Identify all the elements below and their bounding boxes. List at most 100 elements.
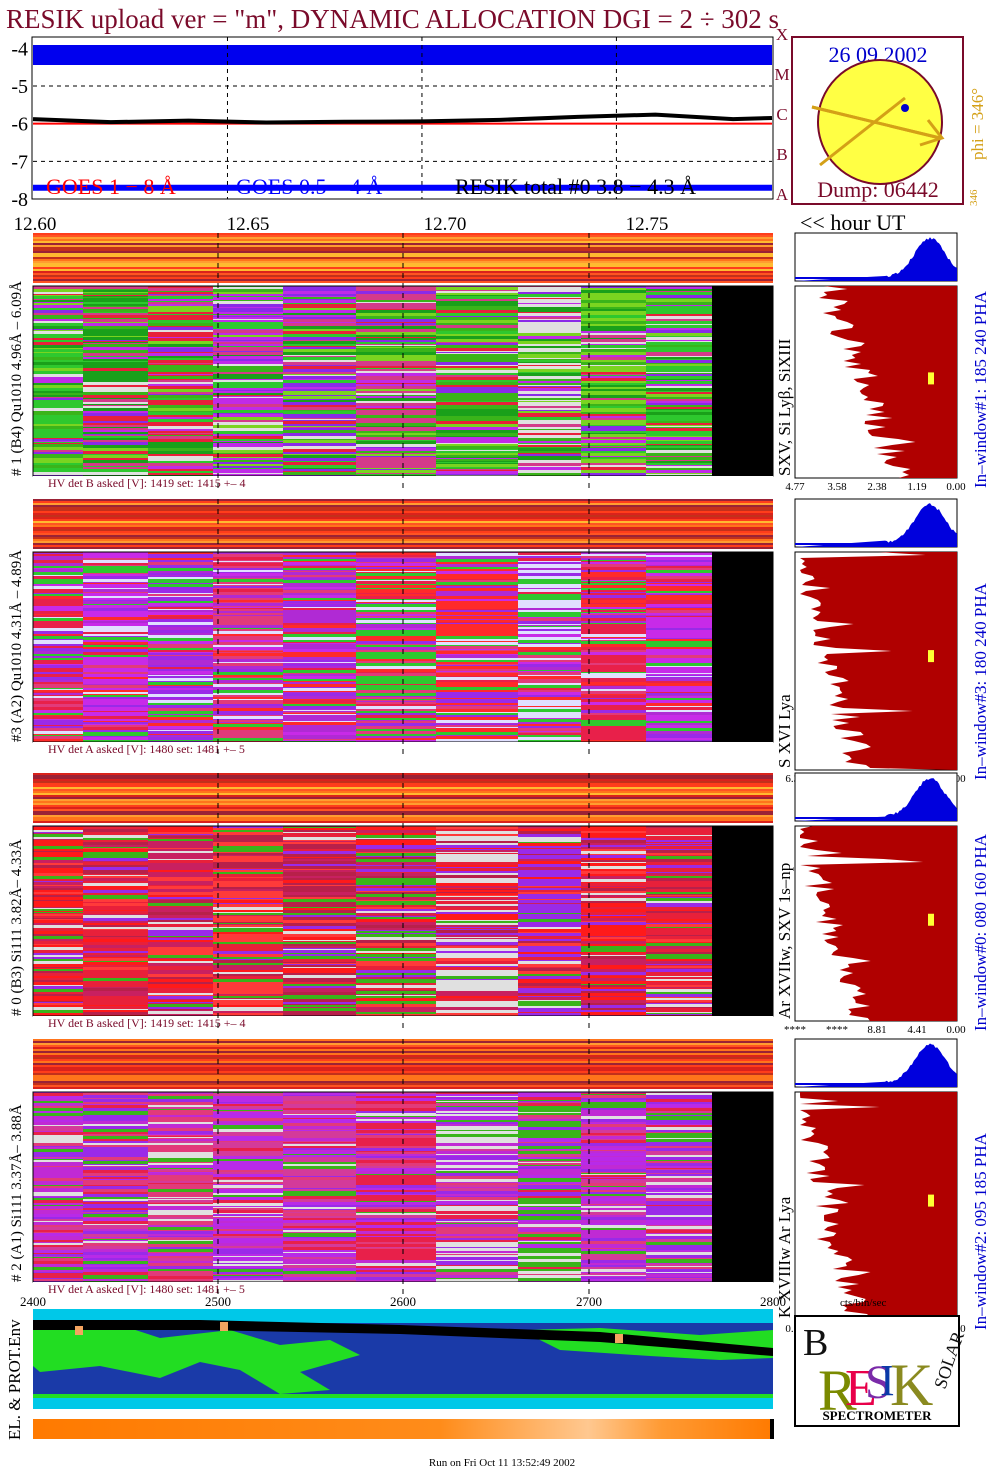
spectrogram-line: [213, 870, 283, 872]
spectrogram-line: [213, 731, 283, 733]
pha-histogram: [795, 778, 957, 821]
spectrogram-line: [646, 445, 712, 446]
spectrogram-line: [436, 306, 518, 308]
spectrogram-line: [83, 555, 148, 558]
spectrogram-line: [646, 668, 712, 671]
spectrogram-line: [213, 724, 283, 727]
spectrogram-line: [646, 312, 712, 314]
spectrogram-line: [283, 1262, 356, 1263]
spectrogram-line: [83, 976, 148, 978]
spectrogram-line: [646, 843, 712, 844]
spectrogram-line: [436, 1196, 518, 1197]
spectrogram-line: [518, 427, 581, 429]
spectrogram-line: [518, 703, 581, 706]
spectrogram-line: [33, 414, 83, 415]
spectrogram-line: [356, 607, 436, 608]
spectrogram-line: [33, 1245, 83, 1247]
spectrogram-line: [518, 556, 581, 558]
spectrogram-line: [283, 566, 356, 568]
spectrogram-line: [83, 436, 148, 438]
spectrogram-line: [283, 1235, 356, 1236]
spectrogram-line: [581, 423, 646, 425]
spectrogram-line: [356, 718, 436, 720]
spectrogram-line: [581, 467, 646, 470]
spectrogram-line: [581, 324, 646, 325]
spectrogram-line: [436, 1118, 518, 1120]
spectrogram-line: [646, 654, 712, 655]
spectrogram-line: [581, 1179, 646, 1180]
spectrogram-line: [436, 850, 518, 852]
spectrogram-line: [518, 564, 581, 565]
spectrogram-line: [83, 1211, 148, 1212]
spectrogram-line: [83, 411, 148, 413]
spectrogram-line: [356, 552, 436, 555]
spectrogram-line: [518, 325, 581, 328]
logo-letter-e: E: [845, 1360, 877, 1417]
spectrogram-line: [356, 1190, 436, 1192]
spectrum-tick: ****: [826, 1024, 848, 1036]
spectrogram-line: [518, 381, 581, 383]
spectrogram-line: [436, 444, 518, 446]
spectrogram-line: [581, 1000, 646, 1003]
spectrogram-line: [518, 1181, 581, 1182]
spectrogram-line: [33, 380, 83, 383]
spectrogram-line: [283, 913, 356, 915]
spectrogram-line: [646, 1132, 712, 1133]
spectrogram-line: [518, 890, 581, 892]
spectrogram-line: [581, 689, 646, 691]
spectrogram-line: [33, 302, 83, 303]
spectrogram-line: [518, 976, 581, 979]
spectrogram-line: [581, 918, 646, 921]
spectrogram-line: [646, 695, 712, 696]
spectrogram-line: [148, 656, 213, 659]
spectrogram-line: [83, 951, 148, 953]
spectrogram-line: [356, 567, 436, 569]
spectrogram-line: [213, 959, 283, 960]
spectrogram-line: [83, 890, 148, 893]
spectrogram-line: [581, 383, 646, 385]
spectrogram-line: [518, 1000, 581, 1001]
spectrogram-line: [518, 1253, 581, 1256]
spectrogram-line: [518, 695, 581, 697]
spectrogram-line: [33, 1159, 83, 1160]
spectrogram-line: [518, 1100, 581, 1101]
spectrogram-line: [83, 858, 148, 861]
spectrogram-line: [283, 631, 356, 632]
spectrogram-line: [646, 347, 712, 349]
spectrogram-line: [83, 944, 148, 945]
spectrogram-line: [283, 876, 356, 878]
spectrogram-line: [581, 331, 646, 333]
spectrogram-line: [33, 403, 83, 406]
spectrogram-line: [518, 438, 581, 441]
spectrogram-line: [83, 347, 148, 350]
spectrogram-line: [581, 439, 646, 440]
spectrogram-line: [356, 933, 436, 934]
spectrogram-line: [213, 1151, 283, 1153]
spectrogram-line: [646, 600, 712, 601]
spectrogram-line: [518, 299, 581, 300]
spectrogram-line: [148, 1209, 213, 1210]
spectrogram-line: [581, 1124, 646, 1127]
spectrogram-line: [148, 734, 213, 735]
spectrogram-line: [83, 295, 148, 296]
spectrogram-line: [213, 924, 283, 925]
spectrogram-line: [518, 473, 581, 476]
spectrogram-line: [83, 1208, 148, 1210]
spectrogram-line: [83, 1197, 148, 1199]
strip-row: [33, 525, 773, 527]
spectrogram-line: [436, 860, 518, 861]
spectrogram-line: [518, 864, 581, 867]
spectrogram-line: [581, 682, 646, 685]
spectrogram-line: [213, 999, 283, 1000]
spectrogram-line: [646, 901, 712, 903]
spectrogram-line: [33, 872, 83, 873]
spectrogram-line: [518, 1138, 581, 1141]
spectrogram-line: [283, 965, 356, 967]
spectrogram-line: [33, 1221, 83, 1222]
spectrogram-line: [356, 827, 436, 830]
spectrogram-line: [33, 999, 83, 1001]
spectrogram-line: [33, 900, 83, 901]
spectrogram-line: [581, 1010, 646, 1012]
spectrogram-line: [83, 598, 148, 600]
spectrogram-line: [581, 644, 646, 647]
